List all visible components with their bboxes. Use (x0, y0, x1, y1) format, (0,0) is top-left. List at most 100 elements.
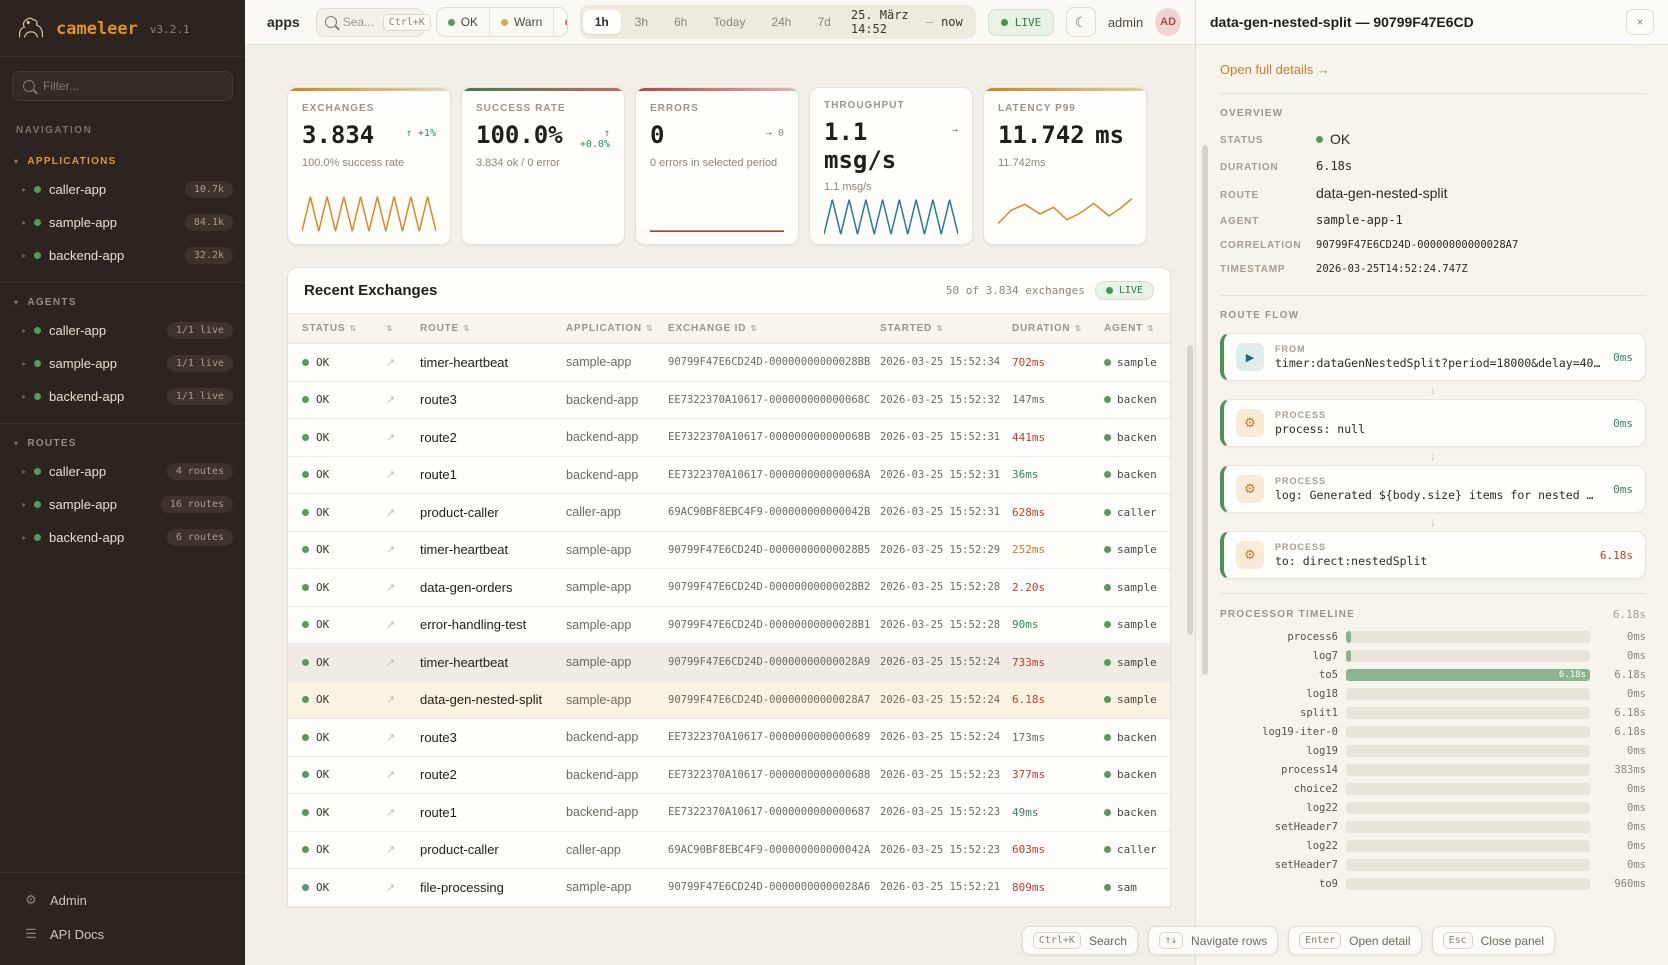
open-exchange-icon[interactable]: ↗ (386, 581, 396, 594)
flow-step-duration: 0ms (1613, 350, 1633, 364)
sidebar-item-backend-app[interactable]: ▸ backend-app 32.2k (0, 239, 245, 272)
open-exchange-icon[interactable]: ↗ (386, 656, 396, 669)
sidebar-item-caller-app[interactable]: ▸ caller-app 10.7k (0, 173, 245, 206)
table-row[interactable]: OK ↗ route2 backend-app EE7322370A10617-0000… (288, 419, 1170, 457)
column-header-route[interactable]: ROUTE ⇅ (420, 323, 471, 334)
open-exchange-icon[interactable]: ↗ (386, 806, 396, 819)
column-header-application[interactable]: APPLICATION ⇅ (566, 323, 654, 334)
sidebar-item-sample-app[interactable]: ▸ sample-app 16 routes (0, 488, 245, 521)
time-range-today[interactable]: Today (713, 15, 746, 29)
sidebar-item-badge: 6 routes (166, 529, 233, 546)
table-row[interactable]: OK ↗ data-gen-nested-split sample-app 90799F… (288, 681, 1170, 719)
kpi-trend: ↑ +1% (405, 128, 436, 139)
status-ok-dot-icon (302, 696, 309, 704)
theme-toggle-button[interactable]: ☾ (1066, 7, 1096, 37)
route-flow-step[interactable]: ⚙ PROCESS log: Generated ${body.size} item… (1220, 465, 1646, 513)
timeline-rows: process6 0ms log7 0ms to5 6.18s 6.18s log18 0ms s… (1220, 631, 1646, 890)
global-search[interactable]: Ctrl+K (315, 7, 431, 37)
table-row[interactable]: OK ↗ data-gen-orders sample-app 90799F47E6CD… (288, 569, 1170, 607)
open-exchange-icon[interactable]: ↗ (386, 619, 396, 632)
sidebar-group-header-routes[interactable]: ▾ ROUTES (14, 438, 77, 449)
open-exchange-icon[interactable]: ↗ (386, 844, 396, 857)
status-ok-dot-icon (302, 508, 309, 516)
sidebar-footer-admin[interactable]: ⚙ Admin (25, 892, 87, 908)
sidebar-item-backend-app[interactable]: ▸ backend-app 1/1 live (0, 380, 245, 413)
open-full-details-link[interactable]: Open full details → (1220, 62, 1330, 77)
table-row[interactable]: OK ↗ route3 backend-app EE7322370A10617-0000… (288, 719, 1170, 757)
table-row[interactable]: OK ↗ route2 backend-app EE7322370A10617-0000… (288, 757, 1170, 794)
sidebar-item-caller-app[interactable]: ▸ caller-app 1/1 live (0, 314, 245, 347)
status-value: OK (1316, 131, 1350, 147)
exchange-id-cell: 90799F47E6CD24D-00000000000028A7 (668, 693, 871, 706)
status-filter-ok[interactable]: OK (437, 8, 489, 36)
sidebar-group-header-applications[interactable]: ▾ APPLICATIONS (14, 156, 117, 167)
open-exchange-icon[interactable]: ↗ (386, 881, 396, 894)
sidebar-group-header-agents[interactable]: ▾ AGENTS (14, 297, 77, 308)
sidebar-item-sample-app[interactable]: ▸ sample-app 1/1 live (0, 347, 245, 380)
open-exchange-icon[interactable]: ↗ (386, 356, 396, 369)
route-flow-step[interactable]: ⚙ PROCESS process: null 0ms (1220, 399, 1646, 447)
timeline-bar-fill (1346, 631, 1351, 643)
close-icon[interactable]: × (1626, 9, 1654, 35)
sidebar-item-caller-app[interactable]: ▸ caller-app 4 routes (0, 455, 245, 488)
open-exchange-icon[interactable]: ↗ (386, 731, 396, 744)
route-cell: data-gen-nested-split (420, 692, 543, 708)
table-row[interactable]: OK ↗ timer-heartbeat sample-app 90799F47E6CD… (288, 532, 1170, 569)
user-avatar[interactable]: AD (1155, 8, 1181, 36)
sidebar-footer-api-docs[interactable]: ☰ API Docs (25, 926, 105, 942)
table-row[interactable]: OK ↗ timer-heartbeat sample-app 90799F47E6CD… (288, 344, 1170, 382)
main-scrollbar[interactable] (1187, 345, 1193, 635)
sidebar-filter[interactable] (12, 71, 233, 101)
live-toggle-button[interactable]: LIVE (987, 8, 1055, 36)
sidebar-item-sample-app[interactable]: ▸ sample-app 84.1k (0, 206, 245, 239)
column-header-started[interactable]: STARTED ⇅ (880, 323, 944, 334)
column-header-duration[interactable]: DURATION ⇅ (1012, 323, 1082, 334)
column-header-expand[interactable]: ⇅ (386, 324, 420, 333)
flow-step-description: timer:dataGenNestedSplit?period=18000&de… (1275, 356, 1601, 370)
route-flow-step[interactable]: ▶ FROM timer:dataGenNestedSplit?period=180… (1220, 333, 1646, 381)
time-range-7d[interactable]: 7d (817, 15, 831, 29)
table-row[interactable]: OK ↗ product-caller caller-app 69AC90BF8EBC4… (288, 494, 1170, 532)
time-range-24h[interactable]: 24h (771, 15, 792, 29)
table-row[interactable]: OK ↗ route3 backend-app EE7322370A10617-0000… (288, 382, 1170, 419)
time-range-3h[interactable]: 3h (634, 15, 649, 29)
status-filter-warn[interactable]: Warn (489, 8, 553, 36)
route-cell: route1 (420, 467, 457, 483)
table-row[interactable]: OK ↗ error-handling-test sample-app 90799F47… (288, 607, 1170, 644)
open-exchange-icon[interactable]: ↗ (386, 506, 396, 519)
timeline-bar-track (1346, 688, 1590, 700)
duration-cell: 173ms (1012, 730, 1046, 744)
open-exchange-icon[interactable]: ↗ (386, 431, 396, 444)
time-range-6h[interactable]: 6h (674, 15, 688, 29)
column-header-agent[interactable]: AGENT ⇅ (1104, 323, 1155, 334)
open-exchange-icon[interactable]: ↗ (386, 544, 396, 557)
table-row[interactable]: OK ↗ file-processing sample-app 90799F47E6CD… (288, 869, 1170, 907)
table-row[interactable]: OK ↗ route1 backend-app EE7322370A10617-0000… (288, 794, 1170, 832)
time-range-1h[interactable]: 1h (582, 10, 621, 34)
table-row[interactable]: OK ↗ route1 backend-app EE7322370A10617-0000… (288, 457, 1170, 494)
panel-scrollbar[interactable] (1202, 145, 1208, 675)
column-header-status[interactable]: STATUS ⇅ (302, 323, 357, 334)
open-exchange-icon[interactable]: ↗ (386, 394, 396, 407)
table-row[interactable]: OK ↗ timer-heartbeat sample-app 90799F47E6CD… (288, 644, 1170, 682)
sidebar-item-backend-app[interactable]: ▸ backend-app 6 routes (0, 521, 245, 554)
live-label: LIVE (1014, 15, 1042, 29)
table-row[interactable]: OK ↗ product-caller caller-app 69AC90BF8EBC4… (288, 832, 1170, 869)
date-range[interactable]: 25. März 14:52 — now (845, 8, 973, 36)
application-cell: backend-app (566, 805, 639, 820)
kpi-accent-bar (984, 88, 1146, 91)
column-header-exchange-id[interactable]: EXCHANGE ID ⇅ (668, 323, 758, 334)
search-icon (23, 80, 35, 92)
duration-cell: 49ms (1012, 805, 1039, 819)
open-exchange-icon[interactable]: ↗ (386, 469, 396, 482)
global-search-input[interactable] (342, 15, 377, 29)
status-filter-e[interactable]: E (553, 8, 567, 36)
timeline-row: process6 0ms (1220, 631, 1646, 643)
kpi-card-exchanges: EXCHANGES 3.834 ↑ +1% 100.0% success rate (287, 87, 451, 245)
route-flow-step[interactable]: ⚙ PROCESS to: direct:nestedSplit 6.18s (1220, 531, 1646, 579)
sidebar-filter-input[interactable] (43, 79, 222, 93)
kpi-value: 0 (650, 121, 665, 149)
open-exchange-icon[interactable]: ↗ (386, 694, 396, 707)
chevron-right-icon: ▸ (22, 326, 27, 335)
open-exchange-icon[interactable]: ↗ (386, 769, 396, 782)
